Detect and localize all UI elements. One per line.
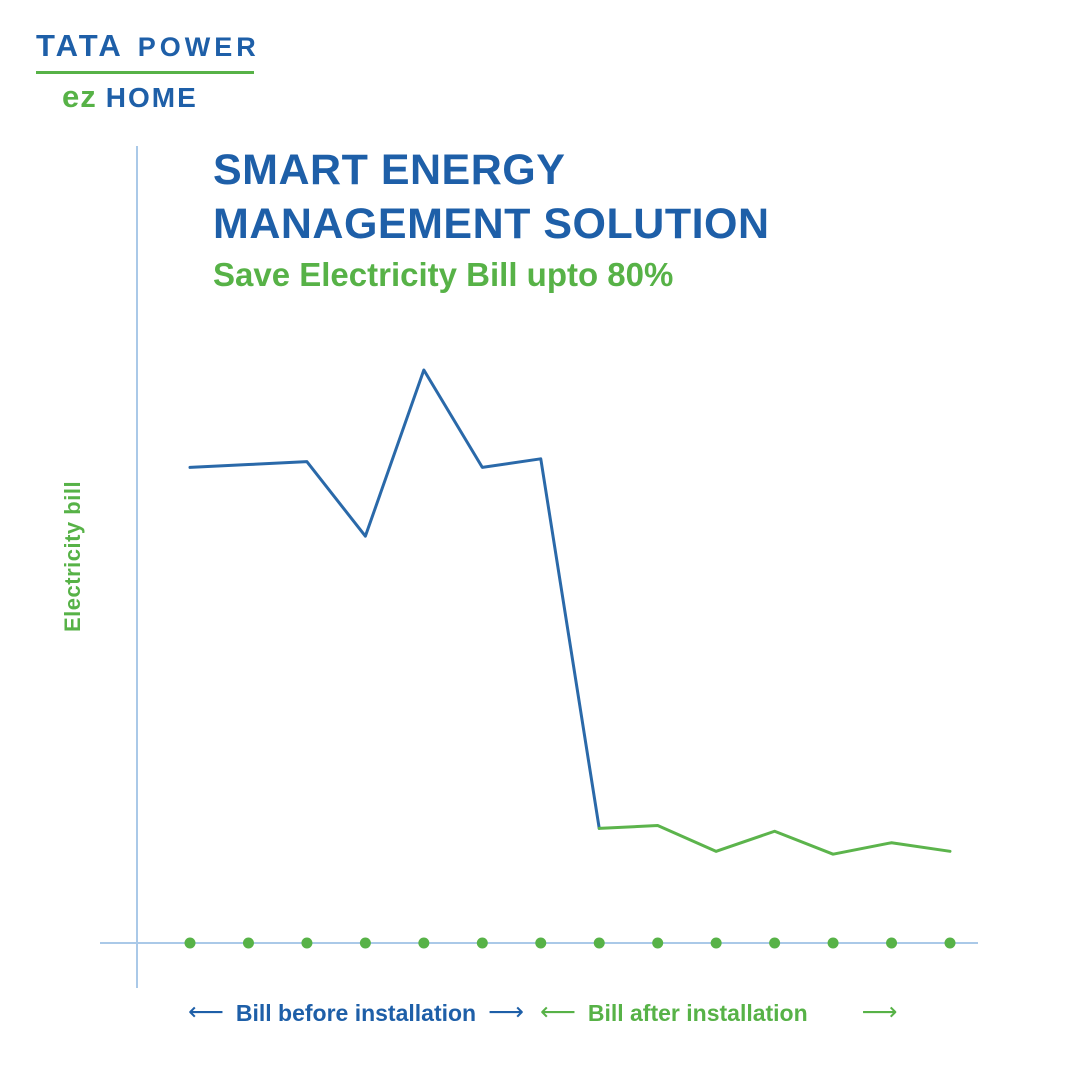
axis-tick-dot bbox=[769, 937, 781, 949]
subtitle-emphasis: upto 80% bbox=[526, 256, 674, 293]
right-arrow-icon: ⟶ bbox=[861, 998, 898, 1026]
brand-underline bbox=[36, 71, 254, 74]
bill-after-line bbox=[597, 824, 952, 856]
before-installation-label-group: ⟵ Bill before installation ⟶ bbox=[188, 998, 524, 1028]
axis-tick-dot bbox=[652, 937, 664, 949]
left-arrow-icon: ⟵ bbox=[188, 998, 224, 1026]
axis-tick-dot bbox=[184, 937, 196, 949]
power-wordmark: POWER bbox=[137, 32, 260, 62]
axis-tick-dot bbox=[535, 937, 547, 949]
page-subtitle: Save Electricity Bill upto 80% bbox=[213, 256, 673, 294]
brand-logo: TATA POWER ez HOME bbox=[36, 28, 260, 115]
axis-tick-dot bbox=[944, 937, 956, 949]
subtitle-text: Save Electricity Bill bbox=[213, 256, 527, 293]
brand-line1: TATA POWER bbox=[36, 28, 260, 64]
axis-tick-dot bbox=[476, 937, 488, 949]
before-installation-label: Bill before installation bbox=[235, 1000, 477, 1026]
after-installation-label: Bill after installation bbox=[587, 1000, 808, 1026]
left-arrow-icon: ⟵ bbox=[540, 998, 576, 1026]
axis-tick-dot bbox=[827, 937, 839, 949]
axis-tick-dot bbox=[593, 937, 605, 949]
title-line-1: SMART ENERGY bbox=[213, 146, 566, 194]
title-line-2: MANAGEMENT SOLUTION bbox=[213, 200, 770, 248]
right-arrow-icon: ⟶ bbox=[488, 998, 524, 1026]
y-axis-label: Electricity bill bbox=[60, 480, 85, 632]
home-wordmark: HOME bbox=[105, 82, 198, 113]
tata-wordmark: TATA bbox=[36, 28, 124, 63]
after-installation-label-group: ⟵ Bill after installation ⟶ bbox=[540, 998, 898, 1028]
bill-before-line bbox=[188, 368, 601, 830]
page-title: SMART ENERGY MANAGEMENT SOLUTION bbox=[213, 143, 770, 251]
brand-line2: ez HOME bbox=[36, 79, 260, 115]
axis-tick-dot bbox=[886, 937, 898, 949]
ez-mark: ez bbox=[62, 79, 97, 114]
axis-tick-dot bbox=[359, 937, 371, 949]
axis-tick-dot bbox=[242, 937, 254, 949]
axis-tick-dot bbox=[710, 937, 722, 949]
axis-tick-dot bbox=[418, 937, 430, 949]
axis-tick-dot bbox=[301, 937, 313, 949]
